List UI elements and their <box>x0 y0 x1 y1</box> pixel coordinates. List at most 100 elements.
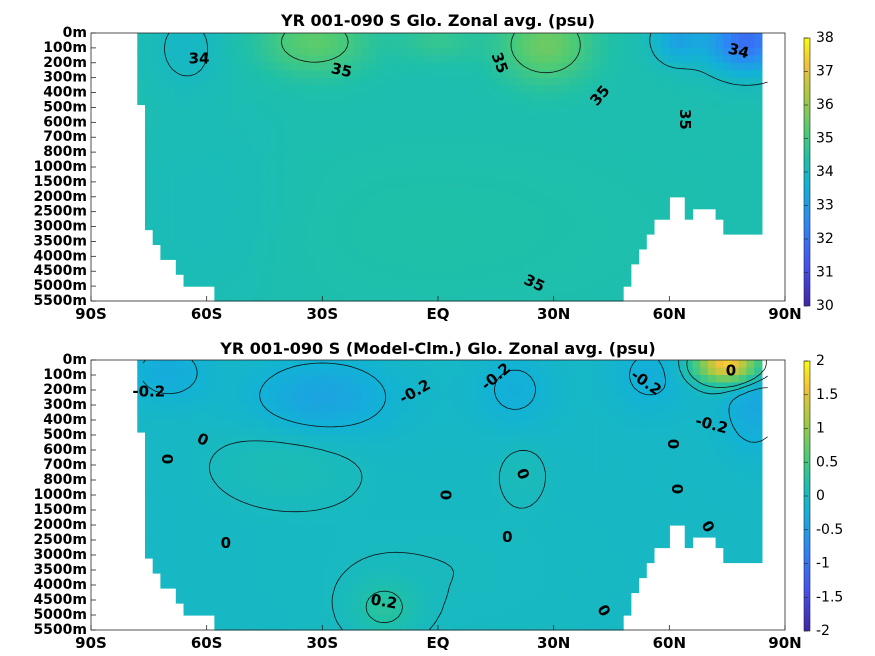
heat-cell <box>592 159 601 168</box>
heat-cell <box>453 450 462 459</box>
heat-cell <box>260 592 269 601</box>
heat-cell <box>522 487 532 496</box>
heat-cell <box>306 174 316 183</box>
heat-cell <box>638 55 647 64</box>
heat-cell <box>484 360 493 369</box>
heat-cell <box>731 33 740 42</box>
heat-cell <box>198 278 208 287</box>
heat-cell <box>175 502 185 511</box>
heat-cell <box>276 525 285 534</box>
heat-cell <box>414 562 424 571</box>
heat-cell <box>646 85 655 94</box>
heat-cell <box>330 152 339 161</box>
heat-cell <box>245 600 254 609</box>
heat-cell <box>391 263 401 272</box>
heat-cell <box>168 427 177 436</box>
heat-cell <box>268 495 277 504</box>
heat-cell <box>607 405 616 414</box>
heat-cell <box>746 144 755 153</box>
heat-cell <box>438 525 447 534</box>
heat-cell <box>623 137 632 146</box>
heat-cell <box>160 427 169 436</box>
heat-cell <box>607 181 616 190</box>
heat-cell <box>522 219 532 228</box>
heat-cell <box>407 196 416 205</box>
heat-cell <box>677 159 686 168</box>
heat-cell <box>468 159 478 168</box>
heat-cell <box>175 77 185 86</box>
heat-cell <box>623 189 632 198</box>
heat-cell <box>314 382 323 391</box>
heat-cell <box>198 472 208 481</box>
heat-cell <box>545 360 555 369</box>
heat-cell <box>599 62 609 71</box>
heat-cell <box>191 420 200 429</box>
heat-cell <box>584 367 593 376</box>
heat-cell <box>445 234 455 243</box>
heat-cell <box>206 495 215 504</box>
heat-cell <box>569 375 578 384</box>
heat-cell <box>345 442 354 451</box>
heat-cell <box>322 129 331 138</box>
heat-cell <box>252 92 262 101</box>
heat-cell <box>553 256 562 265</box>
heat-cell <box>569 211 578 220</box>
heat-cell <box>214 256 223 265</box>
heat-cell <box>314 100 323 109</box>
heat-cell <box>191 248 200 257</box>
heat-cell <box>222 570 231 579</box>
heat-cell <box>545 196 555 205</box>
heat-cell <box>306 152 316 161</box>
heat-cell <box>299 263 308 272</box>
heat-cell <box>538 189 547 198</box>
heat-cell <box>368 159 377 168</box>
heat-cell <box>592 487 601 496</box>
heat-cell <box>607 204 616 213</box>
heat-cell <box>584 495 593 504</box>
heat-cell <box>438 517 447 526</box>
heat-cell <box>491 607 501 616</box>
heat-cell <box>422 241 431 250</box>
heat-cell <box>484 107 493 116</box>
heat-cell <box>553 457 562 466</box>
heat-cell <box>376 517 385 526</box>
heat-cell <box>283 85 293 94</box>
heat-cell <box>515 427 524 436</box>
heat-cell <box>306 435 316 444</box>
heat-cell <box>569 367 578 376</box>
heat-cell <box>461 256 470 265</box>
heat-cell <box>553 427 562 436</box>
heat-cell <box>306 107 316 116</box>
heat-cell <box>731 129 740 138</box>
heat-cell <box>268 234 277 243</box>
heat-cell <box>191 555 200 564</box>
heat-cell <box>453 137 462 146</box>
heat-cell <box>191 547 200 556</box>
heat-cell <box>152 412 161 421</box>
heat-cell <box>144 465 154 474</box>
heat-cell <box>615 92 624 101</box>
heat-cell <box>522 405 532 414</box>
heat-cell <box>723 137 732 146</box>
heat-cell <box>314 442 323 451</box>
heat-cell <box>569 55 578 64</box>
heat-cell <box>144 174 154 183</box>
heat-cell <box>576 615 586 624</box>
heat-cell <box>360 435 370 444</box>
heat-cell <box>160 480 169 489</box>
heat-cell <box>260 70 269 79</box>
heat-cell <box>283 196 293 205</box>
heat-cell <box>399 85 408 94</box>
heat-cell <box>206 70 215 79</box>
heat-cell <box>553 189 562 198</box>
heat-cell <box>430 62 439 71</box>
heat-cell <box>599 159 609 168</box>
heat-cell <box>183 412 192 421</box>
heat-cell <box>692 107 701 116</box>
heat-cell <box>345 532 354 541</box>
heat-cell <box>553 85 562 94</box>
heat-cell <box>545 472 555 481</box>
heat-cell <box>222 577 231 586</box>
heat-cell <box>168 234 177 243</box>
heat-cell <box>407 219 416 228</box>
